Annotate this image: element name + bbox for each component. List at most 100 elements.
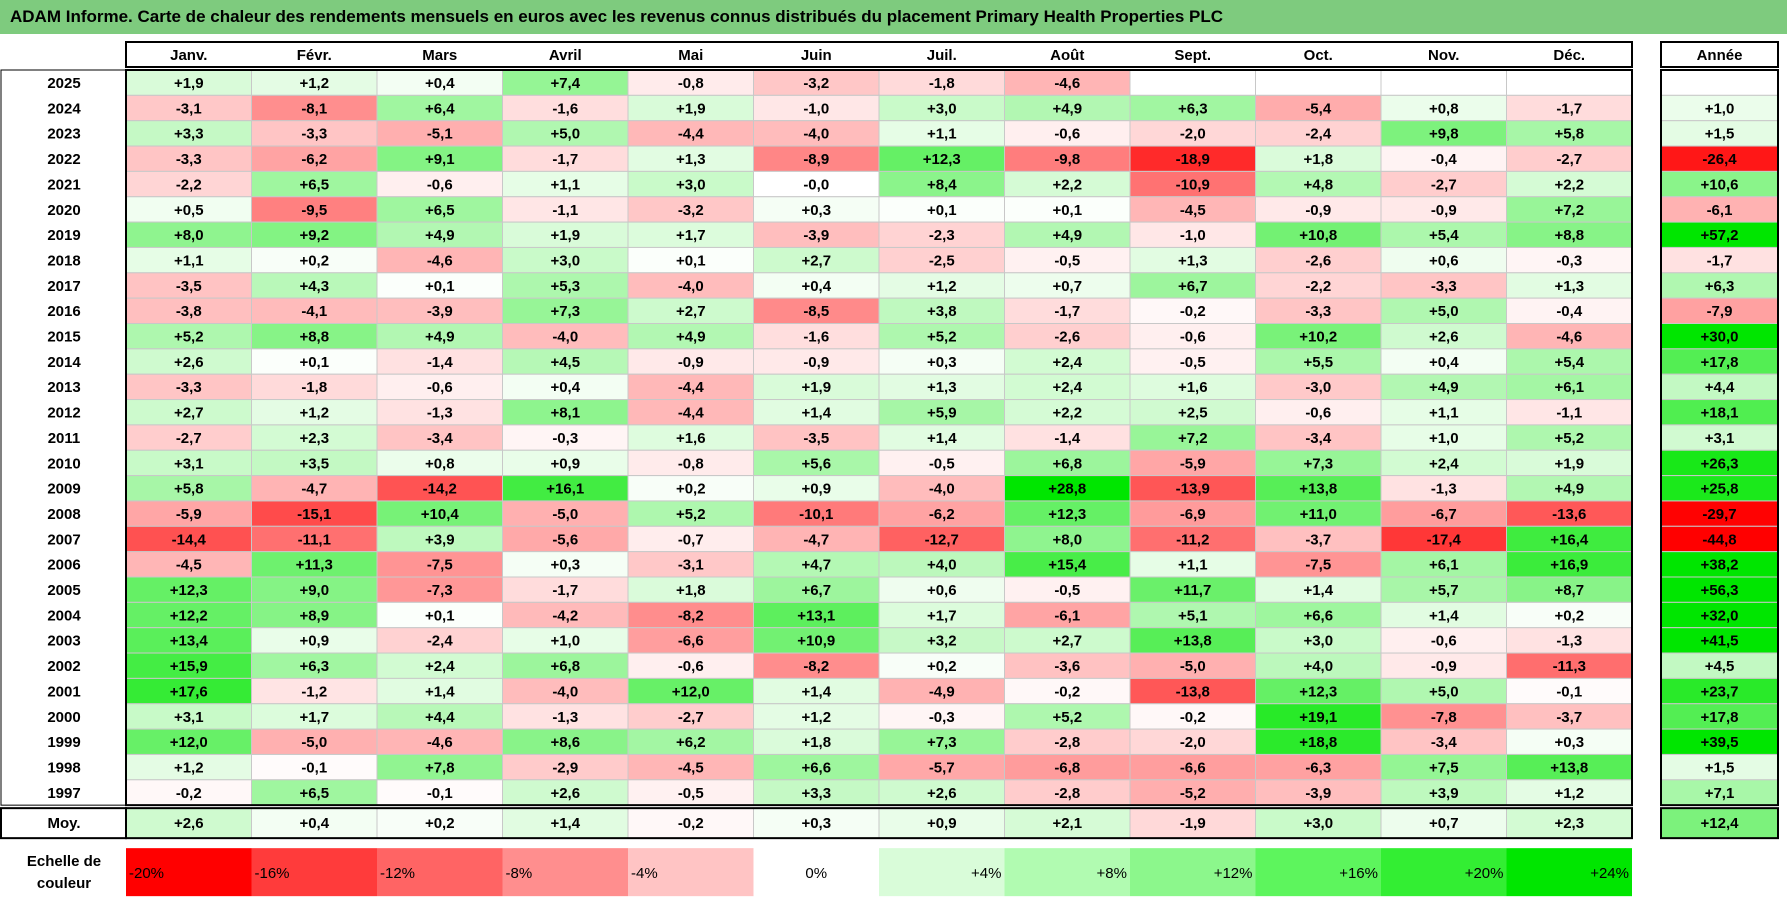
heat-cell xyxy=(376,449,503,477)
cell-value: -10,1 xyxy=(799,506,833,523)
cell-value: -6,7 xyxy=(1431,506,1457,523)
cell-value: -4,0 xyxy=(803,126,829,143)
heat-cell xyxy=(627,69,754,96)
heat-cell xyxy=(1004,170,1131,198)
cell-value: -2,7 xyxy=(1556,151,1582,168)
cell-value: +1,4 xyxy=(1429,607,1459,624)
cell-value: +6,5 xyxy=(425,202,455,219)
average-frame xyxy=(125,807,1633,840)
cell-value: +5,2 xyxy=(927,329,957,346)
heat-cell xyxy=(1129,424,1256,451)
cell-value: +0,1 xyxy=(425,607,455,624)
row-label-2025: 2025 xyxy=(47,75,80,92)
cell-value: +5,4 xyxy=(1554,354,1584,371)
heat-cell xyxy=(1506,145,1633,172)
cell-value: -4,6 xyxy=(427,252,453,269)
cell-value: +1,9 xyxy=(801,379,831,396)
cell-value: +16,9 xyxy=(1550,557,1588,574)
heat-cell xyxy=(753,703,880,730)
cell-value: +28,8 xyxy=(1048,481,1086,498)
cell-value: -0,6 xyxy=(427,379,453,396)
heat-cell xyxy=(1129,221,1256,248)
cell-value: +0,4 xyxy=(425,75,455,92)
cell-value: -3,3 xyxy=(1431,278,1457,295)
heat-cell xyxy=(502,348,629,375)
column-header-10: Nov. xyxy=(1428,47,1459,64)
heat-cell xyxy=(1506,196,1633,223)
cell-value: +12,2 xyxy=(170,607,208,624)
heat-cell xyxy=(753,627,880,654)
cell-value: +2,2 xyxy=(1052,405,1082,422)
page-title: ADAM Informe. Carte de chaleur des rende… xyxy=(0,0,1787,34)
cell-value: +3,0 xyxy=(1303,633,1333,650)
year-value: +7,1 xyxy=(1705,785,1735,802)
row-label-2005: 2005 xyxy=(47,582,80,599)
scale-swatch xyxy=(1130,848,1256,897)
average-value: +0,9 xyxy=(927,815,957,832)
average-row-label: Moy. xyxy=(47,815,80,832)
average-cell xyxy=(376,807,503,839)
heat-cell xyxy=(1380,170,1507,198)
scale-label: +20% xyxy=(1465,865,1504,882)
heat-cell xyxy=(1004,246,1131,274)
scale-swatch xyxy=(628,848,754,897)
cell-value: +7,5 xyxy=(1429,759,1459,776)
cell-value: -4,6 xyxy=(1556,329,1582,346)
heat-cell xyxy=(627,94,754,122)
cell-value: -3,3 xyxy=(301,126,327,143)
row-label-2009: 2009 xyxy=(47,481,80,498)
cell-value: +7,4 xyxy=(550,75,580,92)
heat-cell xyxy=(1129,373,1256,401)
cell-value: -3,1 xyxy=(678,557,704,574)
heat-cell xyxy=(878,94,1005,122)
heat-cell xyxy=(1506,323,1633,350)
cell-value: -6,3 xyxy=(1305,759,1331,776)
cell-value: -5,2 xyxy=(1180,785,1206,802)
heat-cell xyxy=(1255,652,1382,679)
heat-cell xyxy=(1255,677,1382,705)
cell-value: +1,4 xyxy=(425,683,455,700)
cell-value: -0,1 xyxy=(301,759,327,776)
header-frame xyxy=(125,41,1633,68)
column-header-3: Avril xyxy=(549,47,582,64)
cell-value: -1,3 xyxy=(1431,481,1457,498)
year-value: +17,8 xyxy=(1701,709,1739,726)
average-value: +0,4 xyxy=(299,815,329,832)
scale-label: -16% xyxy=(255,865,290,882)
cell-value: +6,5 xyxy=(299,176,329,193)
cell-value: +2,6 xyxy=(1429,329,1459,346)
cell-value: -3,7 xyxy=(1556,709,1582,726)
heat-cell xyxy=(125,69,252,96)
heat-cell xyxy=(1004,500,1131,527)
heat-cell xyxy=(502,500,629,527)
heat-cell xyxy=(502,652,629,679)
cell-value: +10,2 xyxy=(1299,329,1337,346)
year-value: +1,5 xyxy=(1705,759,1735,776)
cell-value: -2,3 xyxy=(929,227,955,244)
cell-value: +3,3 xyxy=(801,785,831,802)
year-header-frame xyxy=(1660,41,1779,68)
cell-value: -4,0 xyxy=(678,278,704,295)
heat-cell xyxy=(251,551,378,578)
cell-value: -7,5 xyxy=(427,557,453,574)
cell-value: +4,4 xyxy=(425,709,455,726)
cell-value: +5,0 xyxy=(550,126,580,143)
cell-value: -6,6 xyxy=(1180,759,1206,776)
cell-value: +1,3 xyxy=(676,151,706,168)
heat-cell xyxy=(251,475,378,502)
heat-cell xyxy=(125,120,252,147)
year-cell xyxy=(1660,703,1779,730)
cell-value: -0,3 xyxy=(929,709,955,726)
year-value: +38,2 xyxy=(1701,557,1739,574)
cell-value: +1,8 xyxy=(801,734,831,751)
row-label-2002: 2002 xyxy=(47,658,80,675)
cell-value: +7,3 xyxy=(927,734,957,751)
cell-value: -5,4 xyxy=(1305,100,1332,117)
heat-cell xyxy=(627,525,754,553)
cell-value: +12,3 xyxy=(923,151,961,168)
cell-value: -0,6 xyxy=(678,658,704,675)
heat-cell xyxy=(753,170,880,198)
cell-value: +0,9 xyxy=(801,481,831,498)
cell-value: -4,4 xyxy=(678,405,705,422)
cell-value: +1,3 xyxy=(927,379,957,396)
